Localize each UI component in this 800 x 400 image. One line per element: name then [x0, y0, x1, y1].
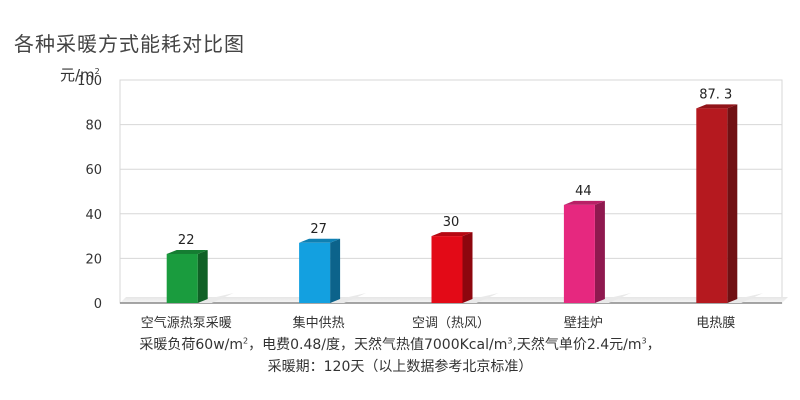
bar-shadow [594, 293, 631, 303]
bar-top [431, 232, 473, 237]
bar-value-label: 22 [178, 233, 195, 248]
y-tick-label: 40 [85, 208, 102, 223]
footnote-part-d: ， [646, 337, 661, 353]
bar-side [330, 238, 341, 303]
y-tick-label: 100 [77, 74, 102, 89]
x-category-label: 空气源热泵采暖 [141, 315, 232, 331]
y-tick-label: 80 [85, 119, 102, 134]
bar-side [462, 232, 473, 303]
y-tick-label: 20 [85, 252, 102, 267]
bar-shadow [330, 293, 367, 303]
footnote-sup-2: 3 [507, 336, 513, 346]
x-category-label: 壁挂炉 [564, 316, 603, 331]
y-tick-label: 0 [94, 297, 102, 312]
y-axis-unit: 元/m2 [60, 64, 100, 85]
y-tick-label: 60 [85, 163, 102, 178]
bar-value-label: 27 [310, 222, 327, 237]
bar-top [696, 104, 738, 109]
footnote-line-1: 采暖负荷60w/m2，电费0.48/度，天然气热值7000Kcal/m3,天然气… [0, 334, 800, 354]
bar-side [727, 104, 738, 303]
y-axis-unit-sup: 2 [94, 67, 100, 76]
x-category-label: 电热膜 [696, 316, 735, 331]
footnote-line-2: 采暖期：120天（以上数据参考北京标准） [267, 359, 533, 375]
bar [696, 108, 728, 303]
footnote-part-a: 采暖负荷60w/m [139, 337, 244, 353]
x-category-label: 集中供热 [293, 315, 345, 331]
bar-shadow [727, 293, 764, 303]
footnote-part-b: ，电费0.48/度，天然气热值7000Kcal/m [248, 337, 508, 353]
y-axis-unit-text: 元/m [60, 66, 95, 84]
bar-top [299, 238, 341, 243]
bar [563, 204, 595, 303]
bar-shadow [197, 293, 234, 303]
bar [431, 236, 463, 303]
bar-top [166, 249, 208, 254]
footnote-part-c: ,天然气单价2.4元/m [512, 337, 642, 353]
bar-side [197, 249, 208, 303]
bar-top [563, 200, 605, 205]
bar-value-label: 30 [443, 215, 460, 230]
x-category-label: 空调（热风） [412, 316, 490, 331]
bar-side [594, 200, 605, 303]
bar-value-label: 87. 3 [699, 87, 732, 102]
bar [299, 242, 331, 303]
bar-value-label: 44 [575, 184, 592, 199]
chart-title: 各种采暖方式能耗对比图 [14, 32, 245, 56]
footnote-sup-1: 2 [243, 336, 249, 346]
bar [166, 253, 198, 303]
bar-shadow [462, 293, 499, 303]
footnote-sup-3: 3 [641, 336, 647, 346]
